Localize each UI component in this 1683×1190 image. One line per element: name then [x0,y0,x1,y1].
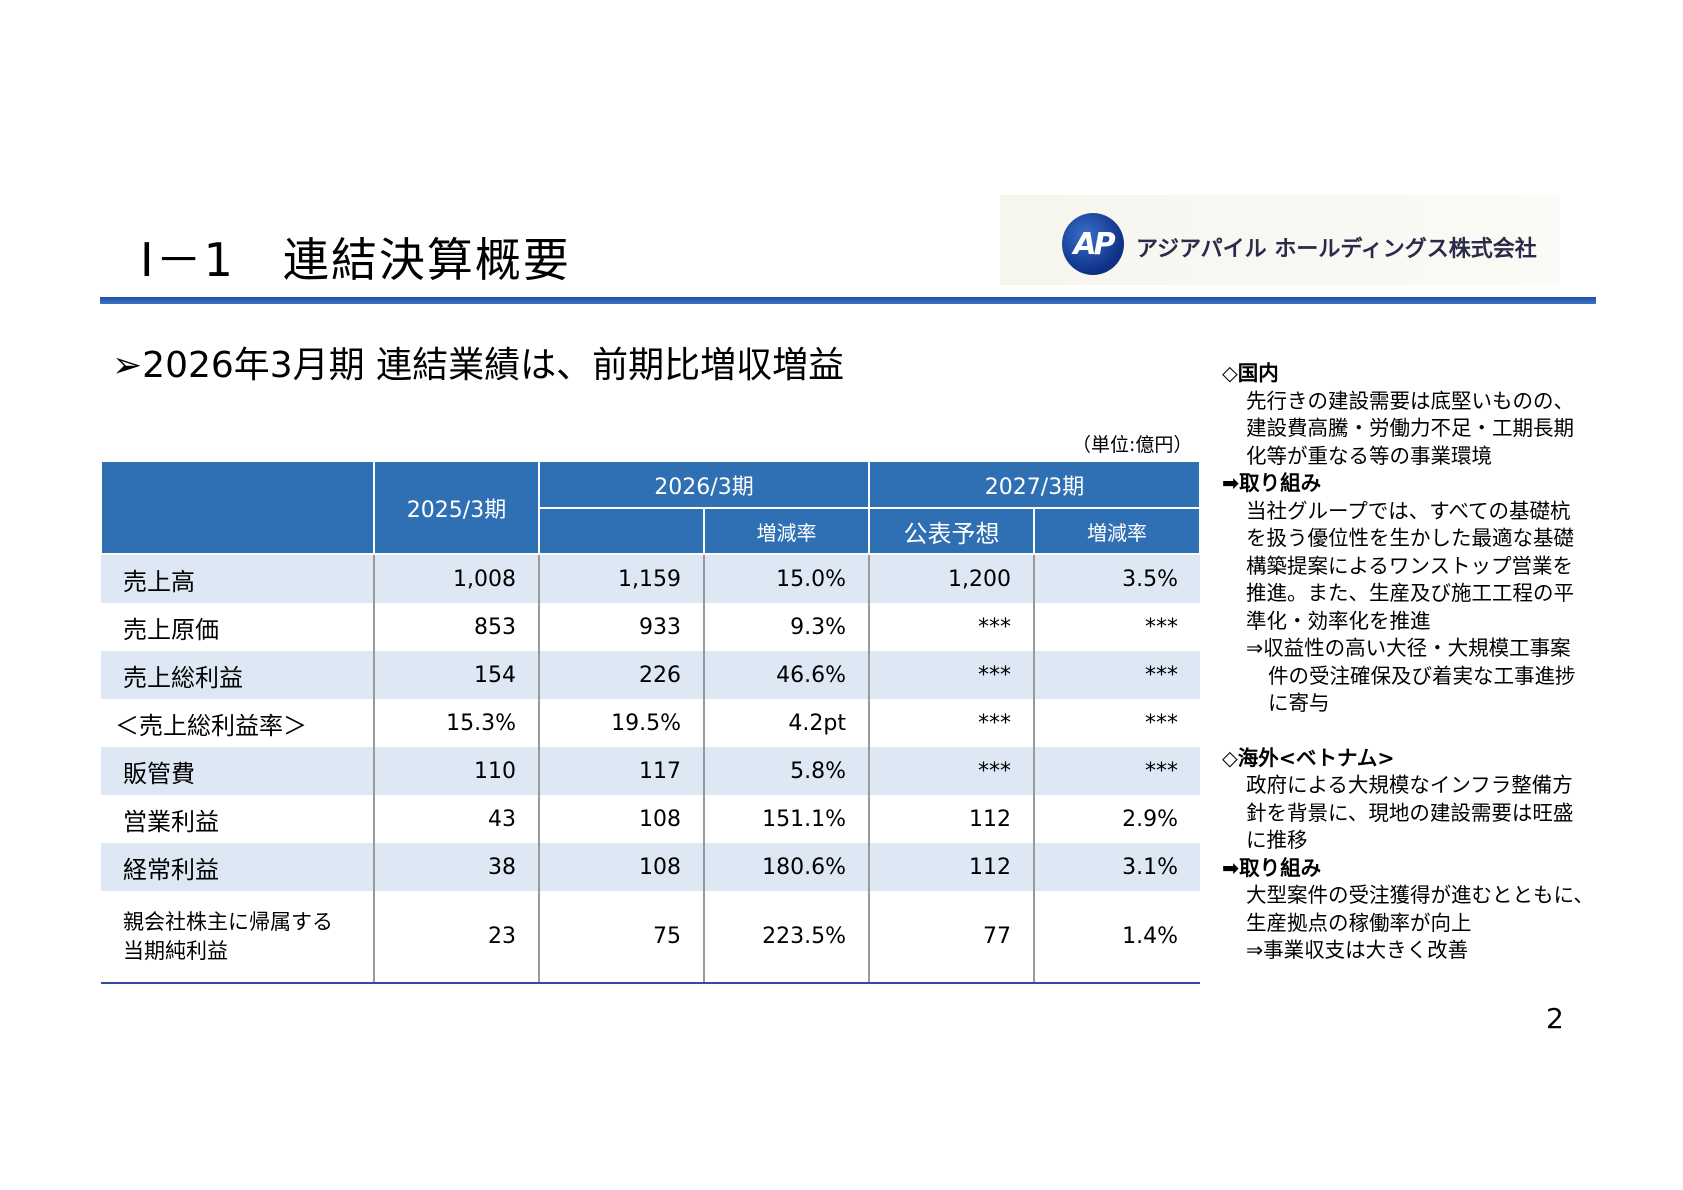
cell-2026-change: 9.3% [703,603,869,651]
header-2025: 2025/3期 [373,462,540,555]
cell-2026-change: 180.6% [703,843,869,891]
domestic-action-text: 当社グループでは、すべての基礎杭 を扱う優位性を生かした最適な基礎 構築提案によ… [1246,498,1574,633]
cell-2027-forecast: 112 [868,795,1034,843]
cell-2026-change: 151.1% [703,795,869,843]
overseas-action-text: 大型案件の受注獲得が進むとともに、 生産拠点の稼働率が向上 ⇒事業収支は大きく改… [1246,883,1594,962]
header-2026-change: 増減率 [703,508,870,555]
cell-2027-change: *** [1033,603,1200,651]
cell-2025: 43 [373,795,539,843]
title-divider [100,297,1596,304]
cell-2027-forecast: 112 [868,843,1034,891]
cell-2025: 38 [373,843,539,891]
domestic-text: 先行きの建設需要は底堅いものの、 建設費高騰・労働力不足・工期長期 化等が重なる… [1246,388,1574,468]
company-name: アジアパイル ホールディングス株式会社 [1136,237,1537,262]
cell-2027-forecast: *** [868,603,1034,651]
table-row: 売上原価 853 933 9.3% *** *** [101,603,1200,651]
row-label: ＜売上総利益率＞ [101,699,374,747]
cell-2027-forecast: 1,200 [868,554,1034,603]
cell-2026: 75 [538,891,704,984]
row-label: 販管費 [101,747,374,795]
cell-2027-forecast: *** [868,699,1034,747]
overseas-heading: ◇海外<ベトナム> [1222,745,1395,770]
cell-2026: 108 [538,795,704,843]
overseas-text: 政府による大規模なインフラ整備方 針を背景に、現地の建設需要は旺盛 に推移 [1246,773,1574,852]
cell-2026-change: 223.5% [703,891,869,984]
header-blank [100,462,375,555]
cell-2026: 19.5% [538,699,704,747]
header-2027-forecast: 公表予想 [868,508,1035,555]
cell-2027-change: *** [1033,699,1200,747]
cell-2027-forecast: 77 [868,891,1034,984]
cell-2025: 853 [373,603,539,651]
row-label: 売上総利益 [101,651,374,699]
cell-2026-change: 4.2pt [703,699,869,747]
cell-2025: 15.3% [373,699,539,747]
cell-2026-change: 5.8% [703,747,869,795]
table-row: 経常利益 38 108 180.6% 112 3.1% [101,843,1200,891]
cell-2027-forecast: *** [868,747,1034,795]
unit-label: （単位:億円） [1072,434,1193,456]
table-row: 売上高 1,008 1,159 15.0% 1,200 3.5% [101,554,1200,603]
cell-2026: 1,159 [538,554,704,603]
cell-2027-change: 3.5% [1033,554,1200,603]
cell-2026: 117 [538,747,704,795]
cell-2026: 226 [538,651,704,699]
page-number: 2 [1546,1002,1564,1035]
commentary-panel: ◇国内 先行きの建設需要は底堅いものの、 建設費高騰・労働力不足・工期長期 化等… [1222,360,1642,965]
cell-2025: 1,008 [373,554,539,603]
cell-2025: 110 [373,747,539,795]
cell-2027-change: 3.1% [1033,843,1200,891]
company-logo-icon: AP [1062,213,1124,275]
cell-2026: 108 [538,843,704,891]
overseas-action-heading: ➡取り組み [1222,855,1322,880]
page-title: Ⅰ－1 連結決算概要 [140,233,571,287]
table-row: 売上総利益 154 226 46.6% *** *** [101,651,1200,699]
table-row: 親会社株主に帰属する 当期純利益 23 75 223.5% 77 1.4% [101,891,1200,984]
table-row: 販管費 110 117 5.8% *** *** [101,747,1200,795]
cell-2027-change: 1.4% [1033,891,1200,984]
cell-2027-forecast: *** [868,651,1034,699]
row-label: 親会社株主に帰属する 当期純利益 [101,891,374,984]
table-row: 営業利益 43 108 151.1% 112 2.9% [101,795,1200,843]
row-label: 営業利益 [101,795,374,843]
domestic-action-heading: ➡取り組み [1222,471,1322,495]
row-label: 経常利益 [101,843,374,891]
header-2027: 2027/3期 [868,462,1201,509]
cell-2026-change: 46.6% [703,651,869,699]
cell-2027-change: *** [1033,651,1200,699]
header-2027-change: 増減率 [1033,508,1201,555]
section-subtitle: ➢2026年3月期 連結業績は、前期比増収増益 [112,345,845,386]
header-2026-value [538,508,705,555]
financial-summary-table: 2025/3期 2026/3期 2027/3期 増減率 公表予想 増減率 売上高… [100,462,1201,984]
domestic-heading: ◇国内 [1222,361,1279,385]
cell-2025: 154 [373,651,539,699]
cell-2026: 933 [538,603,704,651]
row-label: 売上高 [101,554,374,603]
cell-2027-change: *** [1033,747,1200,795]
row-label: 売上原価 [101,603,374,651]
table-row: ＜売上総利益率＞ 15.3% 19.5% 4.2pt *** *** [101,699,1200,747]
cell-2026-change: 15.0% [703,554,869,603]
company-logo-banner: AP アジアパイル ホールディングス株式会社 [1000,195,1560,285]
cell-2025: 23 [373,891,539,984]
header-2026: 2026/3期 [538,462,870,509]
cell-2027-change: 2.9% [1033,795,1200,843]
domestic-result-text: ⇒収益性の高い大径・大規模工事案 件の受注確保及び着実な工事進捗 に寄与 [1246,636,1576,715]
